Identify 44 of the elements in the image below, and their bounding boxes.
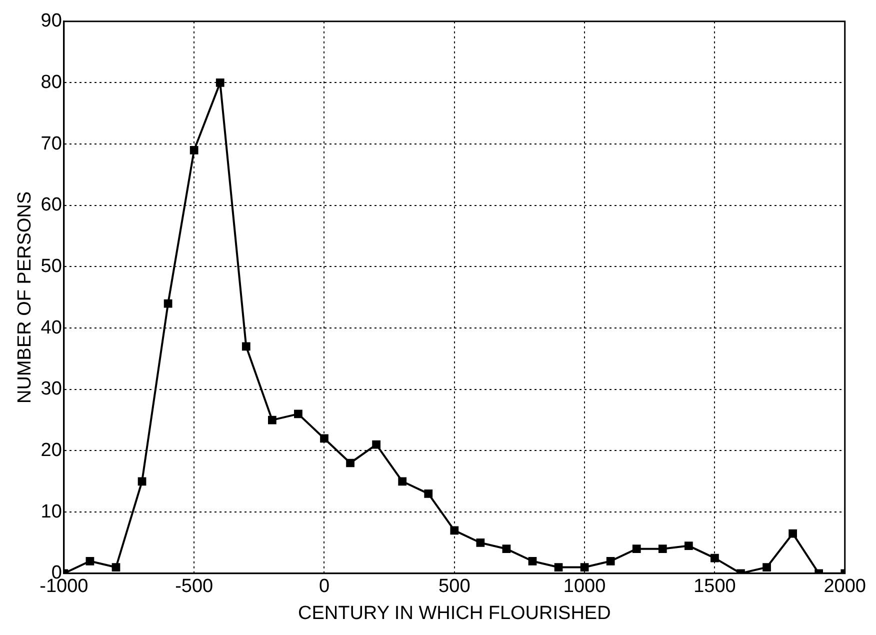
point (242, 342, 250, 351)
point (502, 544, 511, 554)
y-tick-label: 60 (40, 194, 62, 216)
point (346, 458, 354, 468)
point (398, 477, 407, 486)
point (450, 526, 459, 535)
point (112, 563, 120, 572)
point (268, 416, 276, 424)
y-tick-label: 50 (40, 256, 62, 277)
y-tick-label: 30 (40, 378, 62, 400)
point (320, 434, 328, 443)
x-axis-title: CENTURY IN WHICH FLOURISHED (298, 602, 611, 624)
point (684, 542, 693, 550)
point (762, 563, 771, 572)
point (190, 146, 198, 154)
y-tick-label: 80 (40, 72, 62, 93)
y-tick-label: 40 (40, 317, 62, 338)
x-tick-label: 0 (318, 576, 330, 598)
point (658, 544, 667, 554)
x-tick-label: 1000 (563, 576, 606, 598)
y-tick-label: 20 (40, 440, 62, 461)
point (476, 538, 485, 547)
x-tick-label: 2000 (824, 576, 866, 598)
point (424, 489, 433, 498)
x-tick-label: 500 (438, 576, 470, 598)
point (294, 410, 302, 418)
x-tick-label: 1500 (694, 576, 736, 598)
point (788, 529, 797, 538)
point (528, 556, 537, 566)
point (554, 563, 563, 572)
point (138, 477, 146, 486)
point (164, 299, 172, 308)
point (216, 78, 224, 87)
point (86, 556, 94, 566)
point (372, 440, 380, 449)
y-tick-label: 10 (40, 501, 62, 522)
y-axis-title: NUMBER OF PERSONS (14, 191, 36, 404)
y-tick-label: 70 (40, 133, 62, 154)
point (632, 544, 641, 554)
x-tick-label: -500 (175, 576, 214, 598)
point (580, 563, 589, 572)
point (606, 556, 615, 566)
y-tick-label: 90 (40, 10, 62, 32)
point (710, 554, 719, 562)
